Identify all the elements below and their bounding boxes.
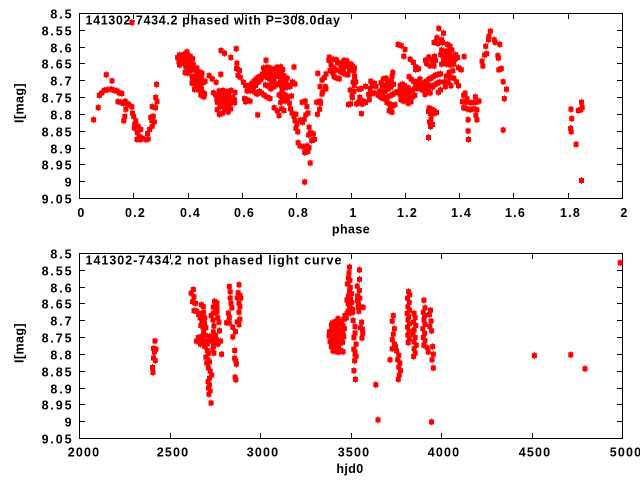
svg-text:4000: 4000 [428, 446, 461, 460]
svg-text:141302-7434.2 not phased light: 141302-7434.2 not phased light curve [86, 254, 343, 268]
svg-text:0.4: 0.4 [180, 206, 201, 220]
svg-text:1.6: 1.6 [505, 206, 526, 220]
svg-text:8.9: 8.9 [50, 383, 73, 397]
svg-text:0.6: 0.6 [234, 206, 255, 220]
svg-text:8.7: 8.7 [50, 75, 73, 89]
svg-text:8.5: 8.5 [50, 248, 73, 262]
svg-text:8.8: 8.8 [50, 349, 73, 363]
svg-text:8.55: 8.55 [42, 265, 74, 279]
svg-text:3000: 3000 [247, 446, 280, 460]
svg-text:8.75: 8.75 [42, 92, 74, 106]
svg-text:8.65: 8.65 [42, 298, 74, 312]
svg-text:8.85: 8.85 [42, 126, 74, 140]
svg-text:8.65: 8.65 [42, 58, 74, 72]
svg-text:4500: 4500 [519, 446, 552, 460]
svg-text:8.7: 8.7 [50, 315, 73, 329]
svg-text:9: 9 [65, 176, 74, 190]
svg-text:5000: 5000 [610, 446, 640, 460]
svg-text:phase: phase [332, 223, 370, 237]
svg-text:hjd0: hjd0 [336, 462, 363, 476]
svg-text:141302-7434.2 phased with P=30: 141302-7434.2 phased with P=308.0day [86, 14, 341, 28]
svg-text:0: 0 [77, 206, 85, 220]
svg-text:0.8: 0.8 [288, 206, 309, 220]
svg-text:2500: 2500 [157, 446, 190, 460]
svg-text:I[mag]: I[mag] [13, 83, 27, 123]
svg-text:I[mag]: I[mag] [13, 323, 27, 363]
svg-text:0.2: 0.2 [125, 206, 146, 220]
svg-text:8.5: 8.5 [50, 8, 73, 22]
svg-text:9.05: 9.05 [42, 433, 74, 447]
svg-text:2: 2 [620, 206, 628, 220]
svg-text:1.2: 1.2 [397, 206, 418, 220]
svg-text:8.55: 8.55 [42, 25, 74, 39]
svg-text:1.4: 1.4 [451, 206, 472, 220]
svg-text:8.8: 8.8 [50, 109, 73, 123]
svg-text:9: 9 [65, 416, 74, 430]
svg-text:2000: 2000 [68, 446, 101, 460]
svg-text:1.8: 1.8 [560, 206, 581, 220]
svg-text:8.6: 8.6 [50, 42, 73, 56]
svg-text:1: 1 [349, 206, 357, 220]
svg-text:8.95: 8.95 [42, 159, 74, 173]
svg-text:9.05: 9.05 [42, 193, 74, 207]
svg-text:8.75: 8.75 [42, 332, 74, 346]
svg-text:8.95: 8.95 [42, 399, 74, 413]
svg-text:8.9: 8.9 [50, 143, 73, 157]
svg-text:8.85: 8.85 [42, 366, 74, 380]
svg-text:3500: 3500 [338, 446, 371, 460]
svg-text:8.6: 8.6 [50, 282, 73, 296]
